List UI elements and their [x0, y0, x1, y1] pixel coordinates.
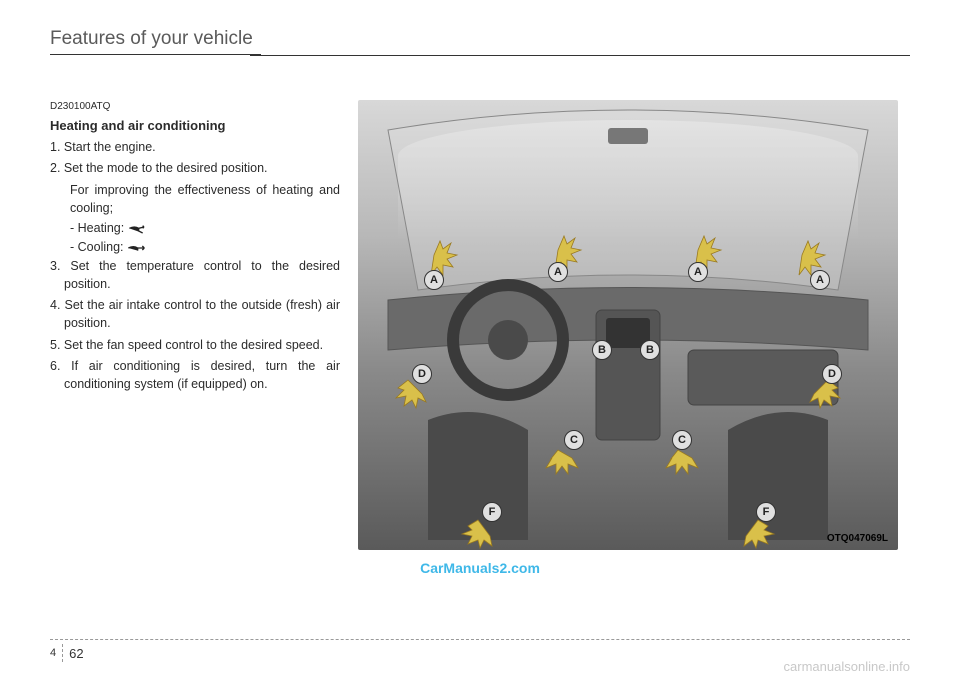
floor-mode-icon — [128, 224, 148, 234]
header: Features of your vehicle — [50, 28, 910, 70]
heating-bullet: - Heating: — [50, 219, 340, 237]
footer-dashed-line — [50, 639, 910, 640]
step-1: 1. Start the engine. — [50, 138, 340, 156]
step-4: 4. Set the air intake control to the out… — [50, 296, 340, 332]
dashboard-svg — [358, 100, 898, 550]
page-number: 62 — [69, 646, 83, 661]
header-rule — [250, 55, 910, 56]
vent-label-f: F — [756, 502, 776, 522]
vent-label-b: B — [640, 340, 660, 360]
vent-label-d: D — [412, 364, 432, 384]
step-5: 5. Set the fan speed control to the desi… — [50, 336, 340, 354]
vent-label-a: A — [688, 262, 708, 282]
vent-label-f: F — [482, 502, 502, 522]
vent-label-c: C — [672, 430, 692, 450]
diagram-code: OTQ047069L — [827, 533, 888, 544]
subheading: Heating and air conditioning — [50, 117, 340, 136]
content-row: D230100ATQ Heating and air conditioning … — [50, 100, 910, 550]
watermark-carmanuals2: CarManuals2.com — [420, 560, 540, 576]
dashboard-diagram: A A A A B B D D C C F F OTQ047069L — [358, 100, 898, 550]
section-title: Features of your vehicle — [50, 28, 261, 55]
cooling-bullet: - Cooling: — [50, 238, 340, 256]
face-mode-icon — [127, 243, 147, 253]
vent-label-c: C — [564, 430, 584, 450]
step-6: 6. If air conditioning is desired, turn … — [50, 357, 340, 393]
vent-label-a: A — [548, 262, 568, 282]
text-column: D230100ATQ Heating and air conditioning … — [50, 100, 340, 550]
doc-code: D230100ATQ — [50, 100, 340, 115]
chapter-number: 4 — [50, 644, 63, 662]
vent-label-d: D — [822, 364, 842, 384]
step-3: 3. Set the temperature control to the de… — [50, 257, 340, 293]
page-footer: 4 62 — [50, 639, 910, 662]
page-number-block: 4 62 — [50, 644, 910, 662]
step-2: 2. Set the mode to the desired position. — [50, 159, 340, 177]
vent-label-b: B — [592, 340, 612, 360]
heating-label: - Heating: — [70, 221, 124, 235]
cooling-label: - Cooling: — [70, 240, 124, 254]
vent-label-a: A — [810, 270, 830, 290]
step-2-note: For improving the effectiveness of heati… — [50, 181, 340, 217]
page: Features of your vehicle D230100ATQ Heat… — [0, 0, 960, 688]
image-column: A A A A B B D D C C F F OTQ047069L — [358, 100, 910, 550]
vent-label-a: A — [424, 270, 444, 290]
